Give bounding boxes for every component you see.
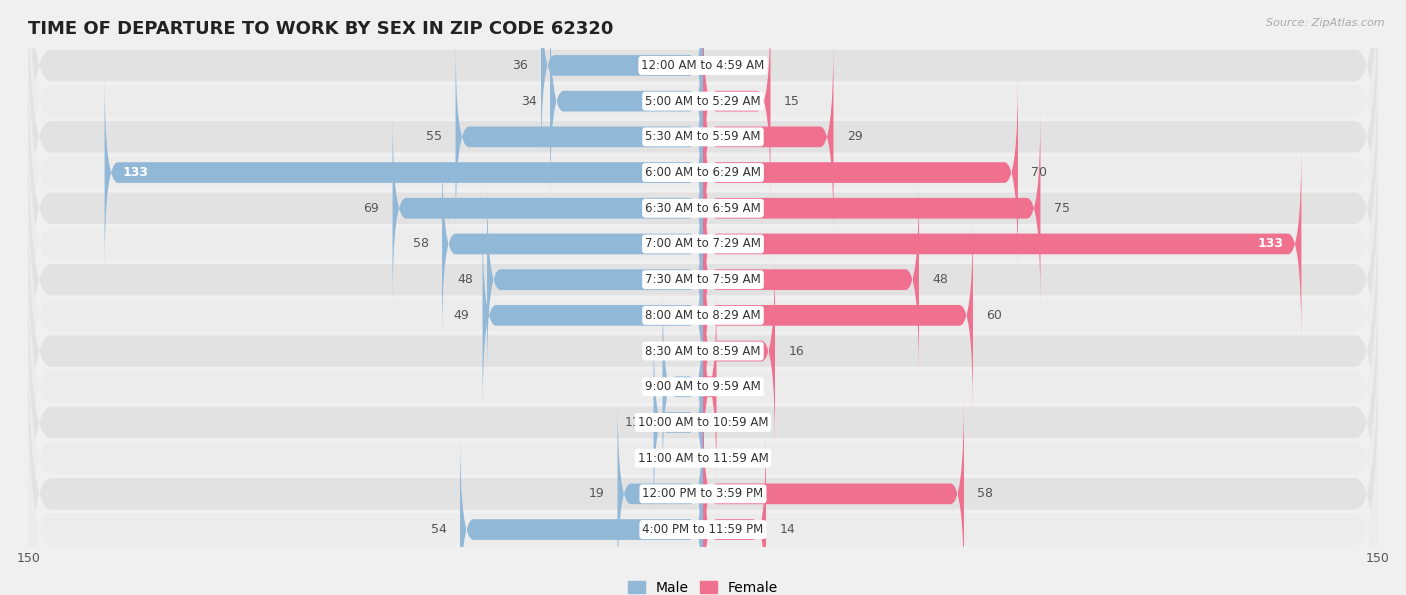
- Text: 5:00 AM to 5:29 AM: 5:00 AM to 5:29 AM: [645, 95, 761, 108]
- Legend: Male, Female: Male, Female: [623, 575, 783, 595]
- Text: 133: 133: [122, 166, 149, 179]
- Text: 8:30 AM to 8:59 AM: 8:30 AM to 8:59 AM: [645, 345, 761, 358]
- FancyBboxPatch shape: [28, 0, 1378, 300]
- Text: 10:00 AM to 10:59 AM: 10:00 AM to 10:59 AM: [638, 416, 768, 429]
- Text: 14: 14: [779, 523, 796, 536]
- Text: 69: 69: [363, 202, 380, 215]
- FancyBboxPatch shape: [703, 76, 1018, 270]
- Text: 29: 29: [846, 130, 863, 143]
- Text: 9:00 AM to 9:59 AM: 9:00 AM to 9:59 AM: [645, 380, 761, 393]
- Text: 6:00 AM to 6:29 AM: 6:00 AM to 6:29 AM: [645, 166, 761, 179]
- FancyBboxPatch shape: [28, 331, 1378, 595]
- FancyBboxPatch shape: [441, 147, 703, 341]
- FancyBboxPatch shape: [703, 111, 1040, 305]
- FancyBboxPatch shape: [703, 147, 1302, 341]
- FancyBboxPatch shape: [28, 188, 1378, 514]
- Text: 0: 0: [682, 452, 689, 465]
- Text: 11: 11: [624, 416, 640, 429]
- FancyBboxPatch shape: [703, 218, 973, 412]
- Text: 58: 58: [412, 237, 429, 250]
- FancyBboxPatch shape: [28, 152, 1378, 478]
- FancyBboxPatch shape: [28, 259, 1378, 585]
- Text: 0: 0: [717, 59, 724, 72]
- Text: 12:00 PM to 3:59 PM: 12:00 PM to 3:59 PM: [643, 487, 763, 500]
- Text: 0: 0: [682, 345, 689, 358]
- FancyBboxPatch shape: [28, 81, 1378, 407]
- Text: 0: 0: [717, 452, 724, 465]
- FancyBboxPatch shape: [28, 0, 1378, 264]
- Text: 49: 49: [453, 309, 470, 322]
- Text: 7:00 AM to 7:29 AM: 7:00 AM to 7:29 AM: [645, 237, 761, 250]
- FancyBboxPatch shape: [550, 4, 703, 198]
- FancyBboxPatch shape: [28, 10, 1378, 336]
- Text: 75: 75: [1054, 202, 1070, 215]
- FancyBboxPatch shape: [703, 433, 766, 595]
- Text: TIME OF DEPARTURE TO WORK BY SEX IN ZIP CODE 62320: TIME OF DEPARTURE TO WORK BY SEX IN ZIP …: [28, 20, 613, 37]
- Text: 55: 55: [426, 130, 441, 143]
- FancyBboxPatch shape: [28, 45, 1378, 371]
- FancyBboxPatch shape: [28, 367, 1378, 595]
- FancyBboxPatch shape: [104, 76, 703, 270]
- Text: 48: 48: [932, 273, 948, 286]
- FancyBboxPatch shape: [541, 0, 703, 162]
- FancyBboxPatch shape: [28, 224, 1378, 550]
- FancyBboxPatch shape: [482, 218, 703, 412]
- Text: 6:30 AM to 6:59 AM: 6:30 AM to 6:59 AM: [645, 202, 761, 215]
- FancyBboxPatch shape: [703, 40, 834, 234]
- Text: 15: 15: [785, 95, 800, 108]
- Text: 19: 19: [588, 487, 605, 500]
- Text: 70: 70: [1032, 166, 1047, 179]
- Text: 3: 3: [730, 380, 738, 393]
- Text: 12:00 AM to 4:59 AM: 12:00 AM to 4:59 AM: [641, 59, 765, 72]
- FancyBboxPatch shape: [28, 0, 1378, 228]
- FancyBboxPatch shape: [654, 325, 703, 519]
- Text: 5:30 AM to 5:59 AM: 5:30 AM to 5:59 AM: [645, 130, 761, 143]
- Text: 54: 54: [430, 523, 447, 536]
- Text: 9: 9: [641, 380, 650, 393]
- FancyBboxPatch shape: [662, 290, 703, 484]
- FancyBboxPatch shape: [460, 433, 703, 595]
- FancyBboxPatch shape: [456, 40, 703, 234]
- Text: 36: 36: [512, 59, 527, 72]
- Text: 11:00 AM to 11:59 AM: 11:00 AM to 11:59 AM: [638, 452, 768, 465]
- FancyBboxPatch shape: [617, 397, 703, 591]
- Text: 8:00 AM to 8:29 AM: 8:00 AM to 8:29 AM: [645, 309, 761, 322]
- Text: 48: 48: [458, 273, 474, 286]
- FancyBboxPatch shape: [703, 183, 920, 377]
- FancyBboxPatch shape: [703, 254, 775, 448]
- Text: 58: 58: [977, 487, 994, 500]
- FancyBboxPatch shape: [392, 111, 703, 305]
- Text: 34: 34: [520, 95, 537, 108]
- FancyBboxPatch shape: [703, 397, 965, 591]
- FancyBboxPatch shape: [703, 4, 770, 198]
- FancyBboxPatch shape: [28, 295, 1378, 595]
- Text: Source: ZipAtlas.com: Source: ZipAtlas.com: [1267, 18, 1385, 28]
- FancyBboxPatch shape: [28, 117, 1378, 443]
- Text: 7:30 AM to 7:59 AM: 7:30 AM to 7:59 AM: [645, 273, 761, 286]
- Text: 60: 60: [987, 309, 1002, 322]
- FancyBboxPatch shape: [703, 290, 717, 484]
- Text: 0: 0: [717, 416, 724, 429]
- Text: 133: 133: [1257, 237, 1284, 250]
- Text: 16: 16: [789, 345, 804, 358]
- FancyBboxPatch shape: [486, 183, 703, 377]
- Text: 4:00 PM to 11:59 PM: 4:00 PM to 11:59 PM: [643, 523, 763, 536]
